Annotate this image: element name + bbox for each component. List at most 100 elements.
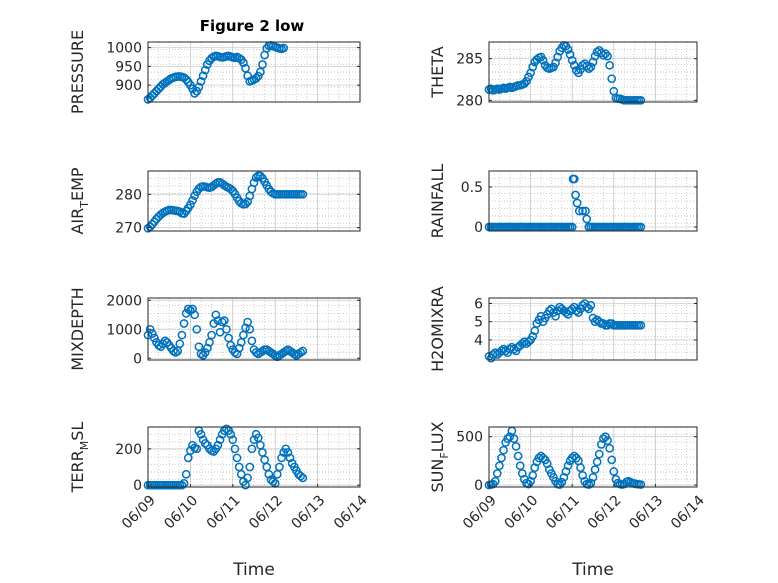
data-point	[256, 171, 265, 181]
data-point	[609, 467, 619, 476]
x-tick-label: 06/14	[668, 492, 708, 532]
data-point	[569, 60, 579, 70]
x-tick-label: 06/10	[502, 493, 542, 533]
data-point	[296, 348, 305, 357]
data-point	[188, 195, 197, 205]
data-point	[501, 346, 510, 356]
y-tick-label: 280	[115, 187, 142, 203]
y-axis-label-main: AIR	[68, 208, 87, 235]
y-axis-label-subscript: F	[438, 452, 451, 458]
data-point	[549, 62, 558, 72]
y-tick-label: 200	[115, 442, 142, 458]
data-point	[511, 442, 521, 451]
y-tick-label: 270	[115, 221, 142, 237]
data-point	[222, 424, 231, 434]
data-point	[256, 67, 265, 77]
data-point	[599, 434, 608, 443]
data-point	[215, 435, 225, 445]
data-point	[245, 462, 255, 472]
data-point	[258, 346, 267, 356]
data-point	[538, 453, 548, 463]
data-point	[183, 304, 193, 314]
axes-box	[488, 170, 698, 232]
y-tick-label: 0	[133, 351, 142, 367]
y-axis-label-main: SUN	[428, 459, 447, 493]
data-point	[285, 453, 295, 463]
data-point	[557, 477, 567, 487]
axes-box	[147, 426, 361, 488]
data-point	[264, 469, 274, 479]
data-point	[607, 455, 617, 465]
y-axis-label-tail: SL	[68, 422, 87, 441]
data-point	[582, 61, 592, 71]
y-tick-label: 0	[474, 220, 483, 236]
data-point	[563, 461, 573, 471]
data-point	[571, 190, 580, 200]
data-point	[150, 333, 159, 343]
data-point	[200, 65, 210, 75]
data-point	[190, 89, 199, 98]
data-point	[251, 173, 261, 183]
x-tick-label: 06/10	[161, 493, 201, 533]
data-point	[249, 178, 259, 188]
axes-box	[488, 426, 698, 488]
data-point	[605, 60, 614, 70]
x-tick-label: 06/12	[585, 493, 625, 533]
data-point	[563, 45, 573, 54]
data-point	[258, 60, 267, 69]
data-point	[298, 473, 308, 483]
data-point	[296, 471, 305, 481]
data-point	[145, 222, 155, 232]
x-tick-label: 06/13	[626, 493, 666, 533]
data-point	[207, 330, 216, 340]
data-point	[492, 469, 502, 478]
data-point	[171, 348, 180, 357]
x-tick-label: 06/13	[289, 493, 329, 533]
data-point	[503, 434, 513, 443]
data-point	[247, 336, 257, 346]
data-point	[298, 346, 308, 356]
data-point	[247, 444, 257, 454]
data-point	[245, 324, 255, 334]
y-axis-label-subscript: T	[78, 201, 91, 209]
data-point	[217, 317, 227, 327]
data-point	[515, 461, 525, 471]
data-point	[147, 329, 157, 338]
y-axis-label-subscript: M	[78, 441, 91, 451]
data-point	[572, 198, 582, 208]
data-point	[277, 453, 286, 463]
x-tick-label: 06/14	[331, 492, 371, 532]
data-point	[175, 339, 185, 349]
data-point	[243, 473, 252, 483]
data-point	[528, 331, 538, 341]
data-point	[232, 453, 242, 463]
data-point	[253, 71, 263, 81]
data-point	[599, 319, 608, 328]
data-point	[551, 311, 560, 321]
x-tick-label: 06/11	[204, 493, 244, 533]
figure-title: Figure 2 low	[200, 17, 305, 35]
data-point	[569, 451, 579, 461]
data-point	[513, 451, 523, 461]
data-point	[194, 82, 204, 92]
y-axis-label-tail: EMP	[68, 167, 87, 201]
data-point	[200, 348, 210, 357]
y-tick-label: 0.5	[461, 180, 483, 196]
y-tick-label: 500	[456, 430, 483, 446]
x-axis-label: Time	[571, 560, 614, 580]
y-tick-label: 900	[115, 78, 142, 94]
data-point	[584, 64, 594, 74]
axes-box	[488, 41, 698, 103]
y-tick-label: 1000	[106, 41, 142, 57]
subplot-h2omixra: 4 5 6 H2OMIXRA	[428, 286, 698, 372]
data-point	[569, 174, 579, 184]
x-tick-label: 06/12	[246, 493, 286, 533]
data-point	[241, 63, 250, 73]
data-point	[605, 443, 614, 453]
axes-box	[147, 170, 361, 232]
data-point	[258, 448, 267, 457]
data-point	[145, 324, 155, 334]
y-tick-label: 950	[115, 59, 142, 75]
data-point	[578, 206, 587, 216]
